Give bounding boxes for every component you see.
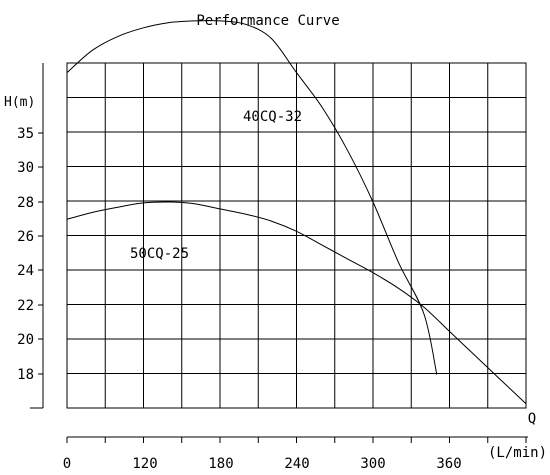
y-tick-label: 20 [17, 332, 34, 348]
x-axis-unit: (L/min) [488, 445, 547, 461]
y-tick-label: 22 [17, 298, 34, 314]
series-line-50cq-25 [66, 201, 527, 405]
chart-title: Performance Curve [196, 13, 339, 29]
plot-grid [66, 62, 527, 409]
y-tick-label: 26 [17, 229, 34, 245]
x-tick-label: 240 [284, 456, 309, 472]
y-tick-label: 28 [17, 195, 34, 211]
x-tick-label: 300 [360, 456, 385, 472]
series-line-40cq-32 [66, 20, 438, 375]
y-tick-label: 35 [17, 126, 34, 142]
x-tick-label: 180 [208, 456, 233, 472]
x-axis-label: Q [528, 411, 536, 427]
y-tick-label: 18 [17, 367, 34, 383]
x-tick-label: 360 [436, 456, 461, 472]
y-tick-label: 24 [17, 263, 34, 279]
y-tick-label: 30 [17, 160, 34, 176]
series-label-40cq-32: 40CQ-32 [243, 109, 302, 125]
curves [66, 20, 527, 405]
x-tick-label: 0 [63, 456, 71, 472]
series-label-50cq-25: 50CQ-25 [130, 246, 189, 262]
y-axis-label: H(m) [4, 95, 35, 110]
x-tick-label: 120 [132, 456, 157, 472]
